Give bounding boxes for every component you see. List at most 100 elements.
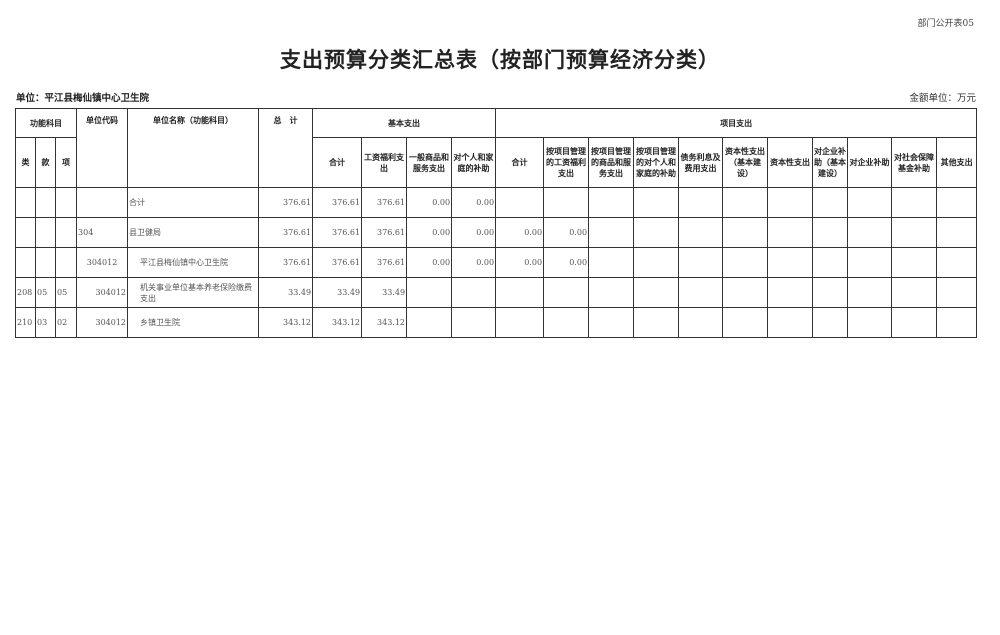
header-basic-col: 对个人和家庭的补助	[451, 137, 497, 188]
cell-project	[936, 217, 978, 248]
cell-total: 376.61	[258, 187, 314, 218]
cell-project	[633, 277, 680, 308]
cell-project	[543, 307, 590, 338]
cell-project: 0.00	[495, 217, 545, 248]
cell-unit-code: 304012	[76, 247, 129, 278]
cell-basic: 0.00	[406, 187, 453, 218]
cell-project	[936, 187, 978, 218]
form-code: 部门公开表05	[917, 19, 974, 29]
cell-project	[936, 307, 978, 338]
cell-kuan: 05	[35, 277, 56, 308]
cell-basic	[406, 307, 453, 338]
cell-basic: 33.49	[361, 277, 408, 308]
cell-unit-code: 304	[76, 217, 129, 248]
cell-lei: 208	[15, 277, 36, 308]
header-unit-code: 单位代码	[76, 108, 129, 188]
cell-project	[678, 277, 724, 308]
cell-kuan	[35, 187, 56, 218]
table-row: 合计 376.61 376.61 376.61 0.00 0.00	[15, 187, 978, 218]
cell-basic: 0.00	[451, 247, 497, 278]
cell-project	[891, 277, 938, 308]
header-total: 总 计	[258, 108, 314, 188]
cell-lei	[15, 247, 36, 278]
cell-project	[722, 187, 769, 218]
cell-total: 376.61	[258, 247, 314, 278]
cell-project	[812, 307, 849, 338]
cell-kuan: 03	[35, 307, 56, 338]
cell-basic: 376.61	[361, 247, 408, 278]
cell-project	[812, 247, 849, 278]
cell-lei	[15, 187, 36, 218]
cell-basic: 0.00	[451, 187, 497, 218]
cell-project	[588, 187, 635, 218]
cell-unit-name: 合计	[127, 187, 260, 218]
cell-unit-code: 304012	[76, 307, 129, 338]
budget-table: 功能科目 单位代码 单位名称（功能科目） 总 计 基本支出 项目支出 类 款 项…	[14, 108, 978, 338]
header-unit-name: 单位名称（功能科目）	[127, 108, 260, 188]
header-basic-col: 工资福利支出	[361, 137, 408, 188]
cell-basic	[406, 277, 453, 308]
cell-basic: 343.12	[361, 307, 408, 338]
unit-label: 单位：平江县梅仙镇中心卫生院	[16, 93, 150, 104]
cell-basic: 0.00	[406, 247, 453, 278]
cell-total: 343.12	[258, 307, 314, 338]
cell-xiang	[54, 247, 78, 278]
cell-project	[543, 187, 590, 218]
cell-project	[633, 187, 680, 218]
cell-basic: 0.00	[451, 217, 497, 248]
table-row: 210 03 02 304012 乡镇卫生院 343.12 343.12 343.12	[15, 307, 978, 338]
cell-basic: 376.61	[312, 247, 363, 278]
cell-project	[633, 307, 680, 338]
cell-basic	[451, 307, 497, 338]
cell-project	[891, 217, 938, 248]
header-project-col: 债务利息及费用支出	[678, 137, 724, 188]
header-project-col: 合计	[495, 137, 545, 188]
cell-basic: 0.00	[406, 217, 453, 248]
cell-total: 33.49	[258, 277, 314, 308]
cell-project	[722, 277, 769, 308]
cell-project	[588, 307, 635, 338]
cell-project	[495, 307, 545, 338]
cell-basic: 376.61	[361, 187, 408, 218]
cell-project	[891, 187, 938, 218]
cell-unit-name: 机关事业单位基本养老保险缴费支出	[127, 277, 260, 308]
cell-project	[543, 277, 590, 308]
cell-basic	[451, 277, 497, 308]
cell-project	[891, 307, 938, 338]
cell-project	[767, 187, 814, 218]
cell-basic: 33.49	[312, 277, 363, 308]
header-lei: 类	[15, 137, 36, 188]
money-unit-label: 金额单位：万元	[909, 93, 976, 104]
cell-project: 0.00	[543, 247, 590, 278]
header-xiang: 项	[54, 137, 78, 188]
cell-project	[678, 187, 724, 218]
cell-xiang: 05	[54, 277, 78, 308]
header-project-col: 资本性支出	[767, 137, 814, 188]
header-project-col: 按项目管理的工资福利支出	[543, 137, 590, 188]
cell-basic: 343.12	[312, 307, 363, 338]
header-project: 项目支出	[495, 108, 978, 138]
cell-project	[767, 307, 814, 338]
cell-project	[767, 247, 814, 278]
page-title: 支出预算分类汇总表（按部门预算经济分类）	[280, 48, 720, 72]
cell-project	[722, 217, 769, 248]
header-project-col: 对社会保障基金补助	[891, 137, 938, 188]
header-basic: 基本支出	[312, 108, 497, 138]
cell-project	[847, 217, 893, 248]
cell-project	[678, 307, 724, 338]
cell-kuan	[35, 247, 56, 278]
header-kuan: 款	[35, 137, 56, 188]
header-project-col: 对企业补助（基本建设）	[812, 137, 849, 188]
cell-project	[812, 217, 849, 248]
header-project-col: 对企业补助	[847, 137, 893, 188]
cell-project	[633, 217, 680, 248]
cell-project	[812, 187, 849, 218]
cell-project	[722, 247, 769, 278]
cell-project: 0.00	[495, 247, 545, 278]
cell-project	[767, 277, 814, 308]
cell-project	[588, 217, 635, 248]
header-project-col: 按项目管理的商品和服务支出	[588, 137, 635, 188]
cell-project	[847, 247, 893, 278]
cell-total: 376.61	[258, 217, 314, 248]
header-basic-col: 合计	[312, 137, 363, 188]
